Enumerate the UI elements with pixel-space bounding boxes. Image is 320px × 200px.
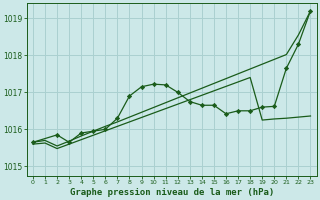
X-axis label: Graphe pression niveau de la mer (hPa): Graphe pression niveau de la mer (hPa) [69, 188, 274, 197]
